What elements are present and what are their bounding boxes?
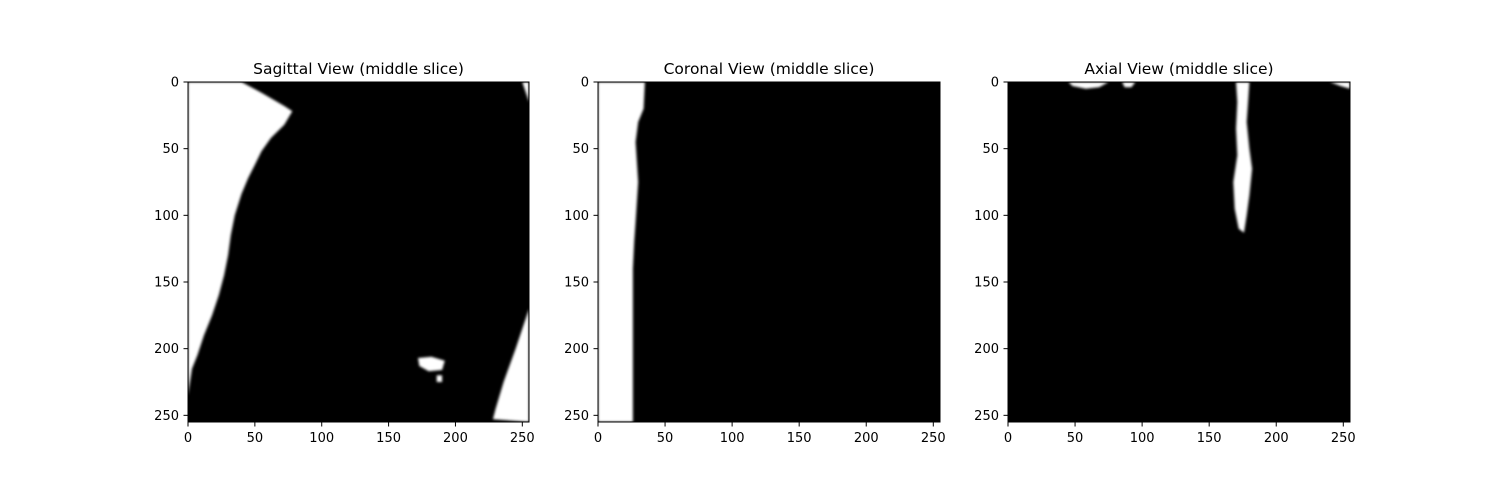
y-tick-label: 50 [162,142,179,157]
x-tick-label: 150 [1197,431,1222,446]
y-tick-label: 150 [974,276,999,291]
bright-region [492,308,529,422]
x-tick-label: 200 [854,431,879,446]
y-tick-label: 150 [564,276,589,291]
x-tick-label: 250 [510,431,535,446]
x-tick-label: 150 [787,431,812,446]
bright-region [522,82,529,102]
image-background [1008,82,1350,422]
bright-region [188,82,293,396]
y-tick-label: 200 [974,342,999,357]
image-background [598,82,940,422]
x-tick-label: 200 [443,431,468,446]
panel-coronal: Coronal View (middle slice) 0 50 100 150 200… [564,60,946,446]
x-tick-label: 250 [921,431,946,446]
y-tick-label: 250 [154,409,179,424]
bright-region [1122,82,1136,88]
y-tick-label: 50 [982,142,999,157]
axes-frame [187,81,530,423]
x-tick-label: 0 [1004,431,1012,446]
x-tick-label: 200 [1264,431,1289,446]
y-tick-label: 200 [154,342,179,357]
y-tick-label: 0 [171,76,179,91]
panel-sagittal: Sagittal View (middle slice) 0 50 100 150 20… [154,60,535,446]
y-tick-label: 0 [581,76,589,91]
y-tick-label: 50 [572,142,589,157]
panel-title: Sagittal View (middle slice) [253,60,464,78]
x-tick-label: 50 [657,431,674,446]
y-tick-label: 100 [974,209,999,224]
y-tick-label: 100 [154,209,179,224]
y-tick-label: 200 [564,342,589,357]
x-tick-label: 50 [247,431,264,446]
x-tick-label: 0 [594,431,602,446]
y-tick-label: 150 [154,276,179,291]
axes-frame [1007,81,1351,423]
panel-axial: Axial View (middle slice) 0 50 100 150 200 25… [974,60,1356,446]
panel-title: Coronal View (middle slice) [664,60,875,78]
bright-region [436,375,443,382]
x-tick-label: 100 [309,431,334,446]
x-tick-label: 250 [1331,431,1356,446]
x-tick-label: 100 [720,431,745,446]
bright-region [1233,82,1253,233]
y-tick-label: 250 [564,409,589,424]
bright-region [418,356,445,372]
bright-region [598,82,645,422]
x-tick-label: 150 [376,431,401,446]
x-tick-label: 100 [1130,431,1155,446]
x-tick-label: 50 [1067,431,1084,446]
y-tick-label: 0 [991,76,999,91]
y-tick-label: 250 [974,409,999,424]
panel-title: Axial View (middle slice) [1084,60,1273,78]
x-tick-label: 0 [184,431,192,446]
axes-frame [597,81,941,423]
y-tick-label: 100 [564,209,589,224]
bright-region [1068,82,1109,89]
bright-region [1329,82,1350,89]
